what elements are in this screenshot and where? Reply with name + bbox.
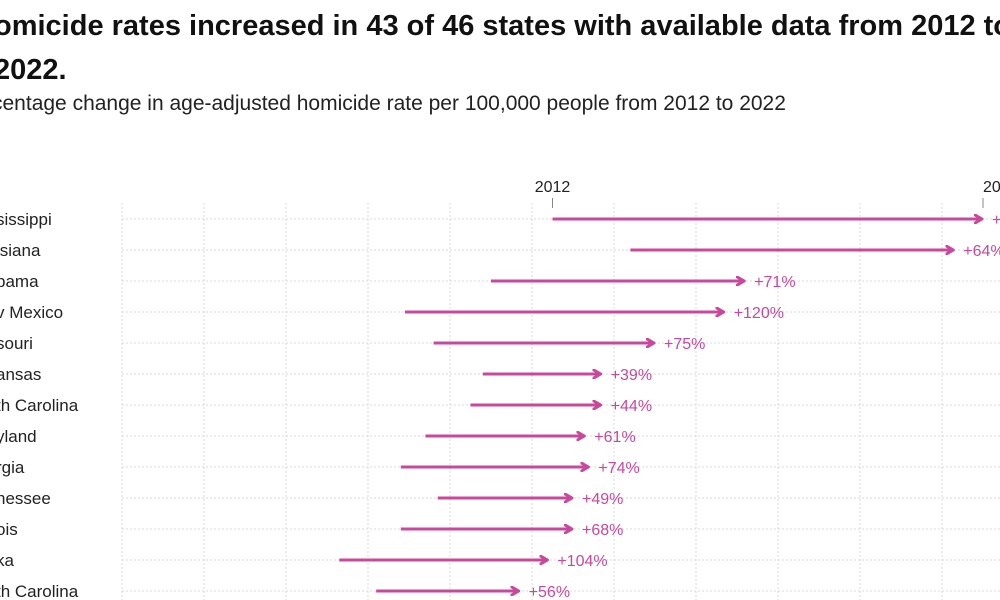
category-label: sissippi — [0, 210, 52, 229]
legend-2012-label: 2012 — [535, 179, 571, 196]
chart-title: omicide rates increased in 43 of 46 stat… — [0, 10, 1000, 86]
value-label: +104% — [557, 553, 607, 570]
value-label: +39% — [611, 367, 652, 384]
value-label: +71% — [754, 274, 795, 291]
category-label: yland — [0, 427, 37, 446]
category-label: th Carolina — [0, 582, 79, 600]
value-label: +1 — [992, 212, 1000, 229]
grid-layer — [121, 203, 1000, 600]
category-label: isiana — [0, 241, 41, 260]
category-label: th Carolina — [0, 396, 79, 415]
category-label: nessee — [0, 489, 51, 508]
category-label: v Mexico — [0, 303, 63, 322]
category-label: ka — [0, 551, 15, 570]
category-label: bama — [0, 272, 39, 291]
legend-2022-label: 202 — [983, 179, 1000, 196]
chart-subtitle: centage change in age-adjusted homicide … — [0, 92, 786, 115]
value-label: +68% — [582, 522, 623, 539]
category-labels: sissippi isiana bama v Mexico souri ansas th C… — [0, 210, 79, 600]
value-label: +75% — [664, 336, 705, 353]
value-labels: +1 +64% +71% +120% +75% +39% +44% +61% +74% +49% +… — [529, 212, 1000, 600]
arrows — [339, 219, 981, 591]
value-label: +120% — [734, 305, 784, 322]
value-label: +49% — [582, 491, 623, 508]
category-label: ois — [0, 520, 18, 539]
category-label: souri — [0, 334, 33, 353]
category-label: rgia — [0, 458, 25, 477]
category-label: ansas — [0, 365, 41, 384]
value-label: +44% — [611, 398, 652, 415]
value-label: +56% — [529, 584, 570, 600]
value-label: +74% — [598, 460, 639, 477]
year-legend: 2012 202 — [535, 179, 1000, 208]
value-label: +61% — [594, 429, 635, 446]
value-label: +64% — [963, 243, 1000, 260]
